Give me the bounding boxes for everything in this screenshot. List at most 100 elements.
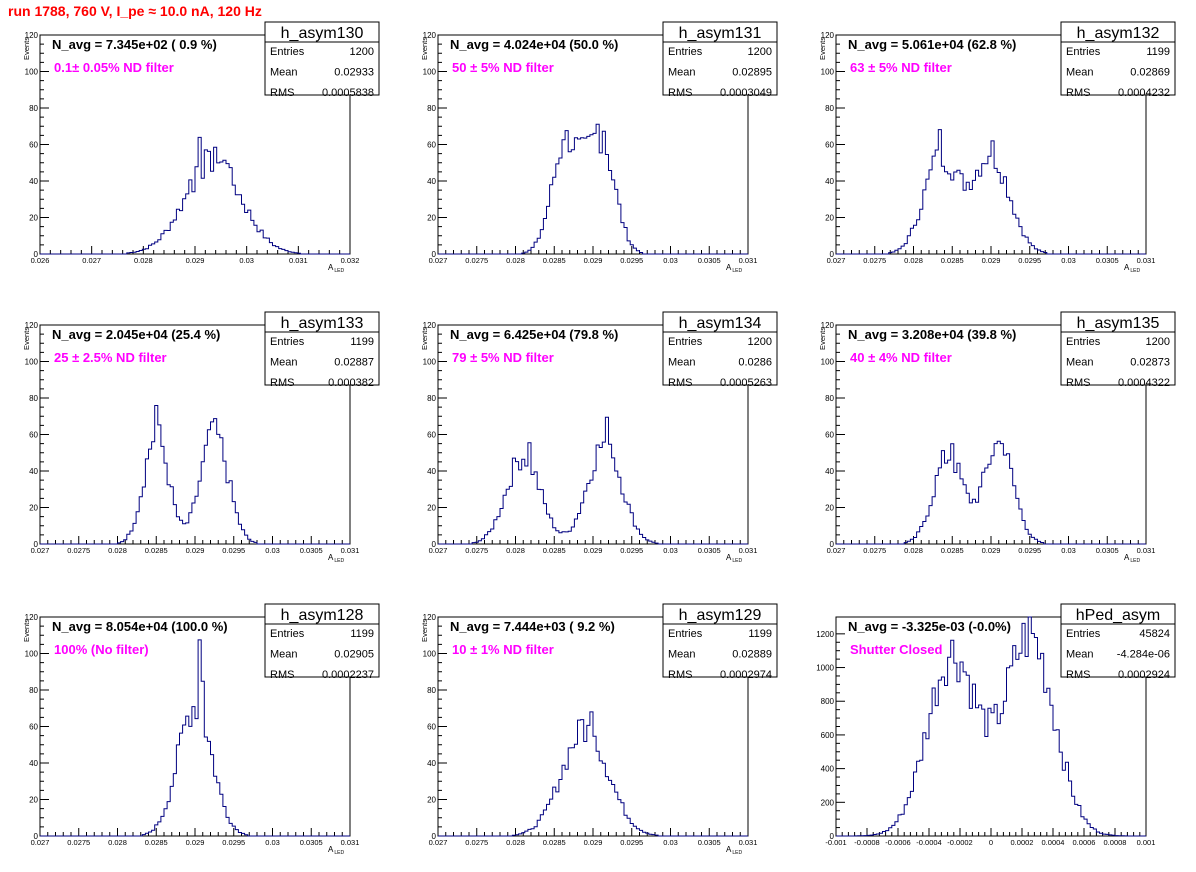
stat-value: 0.02869 [1130, 67, 1170, 79]
y-tick-label: 0 [830, 832, 835, 841]
x-tick-label: 0.0305 [1096, 546, 1119, 555]
x-tick-label: 0.027 [827, 256, 846, 265]
x-tick-label: 0.0275 [465, 256, 488, 265]
x-tick-label: 0.0285 [543, 838, 566, 847]
x-tick-label: -0.001 [825, 838, 846, 847]
histogram-panel: 0 20 40 60 80 100 120 0.026 0.027 0.028 0.029 0.03 0… [22, 21, 380, 274]
y-tick-label: 80 [825, 104, 834, 113]
stat-label: RMS [1066, 377, 1090, 389]
y-tick-label: 60 [427, 431, 436, 440]
histogram-panel: 0 20 40 60 80 100 120 0.027 0.0275 0.028 0.0285 0.0… [420, 21, 778, 274]
filter-label: Shutter Closed [850, 642, 943, 657]
x-tick-label: 0.032 [341, 256, 360, 265]
x-tick-label: 0.028 [506, 838, 525, 847]
x-tick-label: 0.03 [1061, 546, 1076, 555]
stat-label: Entries [1066, 336, 1101, 348]
navg-label: N_avg = 8.054e+04 (100.0 %) [52, 619, 228, 634]
stat-label: Mean [270, 649, 298, 661]
stat-value: 1199 [748, 628, 772, 640]
stats-box [662, 311, 778, 386]
x-tick-label: 0.0305 [698, 256, 721, 265]
x-tick-label: 0.0285 [941, 256, 964, 265]
x-axis-label: ALED [1124, 553, 1140, 564]
x-tick-label: 0.0295 [620, 256, 643, 265]
x-tick-label: 0.0305 [698, 546, 721, 555]
x-tick-label: 0.03 [265, 546, 280, 555]
stats-box [264, 21, 380, 96]
histogram-panel: 0 20 40 60 80 100 120 0.027 0.0275 0.028 0.0285 0.0… [420, 311, 778, 564]
stat-label: Entries [668, 336, 703, 348]
y-tick-label: 0 [34, 250, 39, 259]
histogram-name: h_asym132 [1077, 25, 1160, 42]
y-axis-label: Events [818, 37, 827, 60]
y-tick-label: 600 [821, 731, 835, 740]
navg-label: N_avg = 5.061e+04 (62.8 %) [848, 37, 1016, 52]
stat-value: 0.0002237 [322, 669, 374, 681]
y-tick-label: 20 [29, 796, 38, 805]
y-tick-label: 120 [25, 321, 39, 330]
filter-label: 25 ± 2.5% ND filter [54, 350, 167, 365]
x-tick-label: 0.0305 [1096, 256, 1119, 265]
x-tick-label: 0.031 [739, 838, 758, 847]
x-tick-label: 0.0295 [222, 838, 245, 847]
y-tick-label: 60 [825, 431, 834, 440]
histogram-name: h_asym134 [679, 315, 762, 332]
x-tick-label: 0.0008 [1104, 838, 1127, 847]
y-tick-label: 40 [29, 177, 38, 186]
stat-value: 1199 [350, 336, 374, 348]
x-tick-label: 0.03 [239, 256, 254, 265]
x-tick-label: 0.029 [186, 256, 205, 265]
y-tick-label: 60 [29, 723, 38, 732]
histogram-panel: 0 20 40 60 80 100 120 0.027 0.0275 0.028 0.0285 0.0… [818, 311, 1176, 564]
stats-box [264, 603, 380, 678]
y-axis-label: Events [818, 327, 827, 350]
y-tick-label: 20 [825, 214, 834, 223]
histogram-line [438, 711, 748, 837]
y-axis-label: Events [22, 37, 31, 60]
y-tick-label: 100 [25, 358, 39, 367]
y-tick-label: 80 [825, 394, 834, 403]
y-tick-label: 0 [830, 250, 835, 259]
x-tick-label: 0.03 [663, 546, 678, 555]
y-tick-label: 200 [821, 798, 835, 807]
histogram-line [836, 616, 1146, 837]
x-tick-label: 0.03 [1061, 256, 1076, 265]
x-tick-label: -0.0006 [885, 838, 910, 847]
y-tick-label: 40 [427, 759, 436, 768]
stats-box [1060, 603, 1176, 678]
stat-label: Mean [270, 67, 298, 79]
x-tick-label: 0.028 [506, 256, 525, 265]
y-tick-label: 60 [825, 141, 834, 150]
histogram-name: h_asym129 [679, 607, 762, 624]
x-tick-label: 0.027 [429, 546, 448, 555]
y-tick-label: 20 [427, 796, 436, 805]
y-tick-label: 120 [25, 31, 39, 40]
y-tick-label: 400 [821, 765, 835, 774]
stat-value: 0.0286 [738, 357, 772, 369]
x-tick-label: 0.0295 [222, 546, 245, 555]
x-tick-label: 0.0295 [1018, 256, 1041, 265]
x-axis-label: ALED [726, 263, 742, 274]
stat-value: 0.02933 [334, 67, 374, 79]
y-axis-label: Events [420, 37, 429, 60]
histogram-line [836, 440, 1146, 545]
y-tick-label: 40 [825, 467, 834, 476]
x-tick-label: 0.029 [982, 256, 1001, 265]
stat-value: 0.0002924 [1118, 669, 1170, 681]
y-tick-label: 0 [34, 540, 39, 549]
filter-label: 50 ± 5% ND filter [452, 60, 554, 75]
x-axis-label: ALED [726, 553, 742, 564]
navg-label: N_avg = 4.024e+04 (50.0 %) [450, 37, 618, 52]
x-tick-label: 0.031 [1137, 546, 1156, 555]
stat-label: Entries [1066, 46, 1101, 58]
y-tick-label: 120 [423, 613, 437, 622]
histogram-panel: 0 200 400 600 800 1000 1200 -0.001 -0.0008 -0.000… [816, 603, 1176, 847]
x-axis-label: ALED [726, 845, 742, 856]
histogram-line [836, 129, 1146, 255]
stat-value: 0.0003049 [720, 87, 772, 99]
stats-box [264, 311, 380, 386]
histogram-line [40, 405, 350, 545]
histogram-line [40, 136, 350, 255]
stat-value: 0.0005838 [322, 87, 374, 99]
